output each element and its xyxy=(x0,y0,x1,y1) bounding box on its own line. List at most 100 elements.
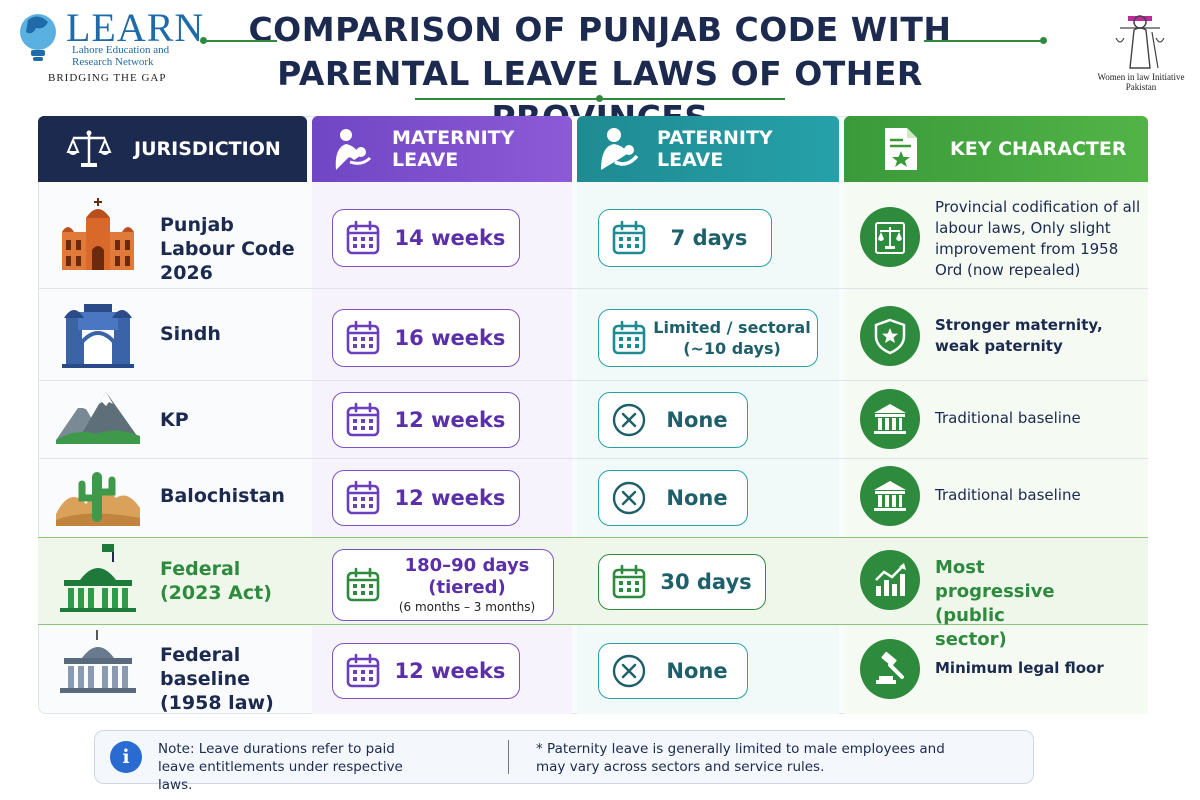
maternity-value: 180–90 days (tiered) (6 months – 3 month… xyxy=(381,555,553,615)
paternity-pill: None xyxy=(598,392,748,448)
paternity-pill: None xyxy=(598,470,748,526)
calendar-icon xyxy=(345,220,381,256)
paternity-pill: 7 days xyxy=(598,209,772,267)
calendar-icon xyxy=(345,402,381,438)
building-icon xyxy=(870,476,910,516)
x-circle-icon xyxy=(611,402,647,438)
title-divider-left xyxy=(205,40,277,42)
growth-chart-icon xyxy=(875,563,906,596)
gavel-icon xyxy=(876,651,904,684)
row-divider xyxy=(38,288,1148,289)
key-character-text: Most progressive (public sector) xyxy=(935,557,1055,650)
key-icon-circle xyxy=(860,639,920,699)
calendar-icon xyxy=(611,320,647,356)
footnote-separator xyxy=(508,740,509,774)
column-header-label: PATERNITY LEAVE xyxy=(657,127,773,171)
lightbulb-head-icon xyxy=(20,14,56,61)
row-divider xyxy=(38,458,1148,459)
maternity-pill: 12 weeks xyxy=(332,643,520,699)
title-underline-dot xyxy=(596,95,603,102)
paternity-value: None xyxy=(666,659,728,683)
column-header-maternity: MATERNITY LEAVE xyxy=(312,116,572,182)
column-header-label: JURISDICTION xyxy=(134,138,281,160)
key-icon-circle xyxy=(860,207,920,267)
document-star-icon xyxy=(878,126,924,172)
sindh-monument-icon xyxy=(56,298,140,368)
shield-star-icon xyxy=(874,318,906,355)
learn-logo-word: LEARN xyxy=(66,5,205,50)
row-divider xyxy=(38,380,1148,381)
paternity-pill: 30 days xyxy=(598,554,766,610)
balochistan-cactus-icon xyxy=(56,464,140,528)
key-character-text: Stronger maternity, weak paternity xyxy=(935,316,1103,355)
learn-logo-subtitle: Lahore Education and Research Network xyxy=(72,44,170,68)
title-divider-dot xyxy=(200,37,207,44)
maternity-column-bg xyxy=(312,182,572,714)
building-icon xyxy=(870,399,910,439)
column-header-label: KEY CHARACTER xyxy=(950,138,1127,160)
punjab-building-icon xyxy=(56,198,140,270)
title-line-1: COMPARISON OF PUNJAB CODE WITH xyxy=(248,10,952,49)
maternity-value-main: 180–90 days (tiered) xyxy=(404,555,530,598)
lady-justice-icon xyxy=(1115,15,1165,69)
calendar-icon xyxy=(345,480,381,516)
women-in-law-text: Women in law Initiative Pakistan xyxy=(1097,72,1185,92)
paternity-value: 30 days xyxy=(660,570,752,594)
maternity-value-sub: (6 months – 3 months) xyxy=(398,600,536,614)
scales-icon xyxy=(875,222,905,254)
paternity-pill: None xyxy=(598,643,748,699)
federal-parliament-icon xyxy=(56,542,140,612)
maternity-pill: 12 weeks xyxy=(332,392,520,448)
footnote-box xyxy=(94,730,1034,784)
jurisdiction-name: Sindh xyxy=(160,323,221,345)
key-character-text: Traditional baseline xyxy=(935,486,1081,504)
federal-baseline-building-icon xyxy=(56,628,140,693)
scales-icon xyxy=(66,126,112,172)
maternity-pill: 14 weeks xyxy=(332,209,520,267)
key-icon-circle xyxy=(860,389,920,449)
maternity-value: 12 weeks xyxy=(394,408,506,432)
maternity-value: 16 weeks xyxy=(394,326,506,350)
maternity-value: 14 weeks xyxy=(394,226,506,250)
paternity-value: None xyxy=(666,408,728,432)
key-character-text: Provincial codification of all labour la… xyxy=(935,198,1141,279)
maternity-pill: 180–90 days (tiered) (6 months – 3 month… xyxy=(332,549,554,621)
father-child-icon xyxy=(597,126,643,172)
calendar-icon xyxy=(611,564,647,600)
column-header-jurisdiction: JURISDICTION xyxy=(38,116,307,182)
key-icon-circle xyxy=(860,550,920,610)
title-divider-right xyxy=(924,40,1042,42)
key-character-text: Traditional baseline xyxy=(935,409,1081,427)
jurisdiction-name: Federal (2023 Act) xyxy=(160,558,272,604)
calendar-icon xyxy=(345,653,381,689)
women-in-law-logo xyxy=(1090,8,1190,100)
column-header-paternity: PATERNITY LEAVE xyxy=(577,116,839,182)
footnote-right: * Paternity leave is generally limited t… xyxy=(536,741,945,775)
footnote-left: Note: Leave durations refer to paid leav… xyxy=(158,741,403,793)
calendar-icon xyxy=(611,220,647,256)
highlighted-row-federal xyxy=(38,537,1148,625)
maternity-pill: 16 weeks xyxy=(332,309,520,367)
learn-logo xyxy=(14,8,214,94)
column-header-label: MATERNITY LEAVE xyxy=(392,127,515,171)
calendar-icon xyxy=(345,567,381,603)
maternity-pill: 12 weeks xyxy=(332,470,520,526)
paternity-column-bg xyxy=(577,182,839,714)
kp-mountains-icon xyxy=(56,388,140,452)
paternity-value: 7 days xyxy=(670,226,748,250)
maternity-value: 12 weeks xyxy=(394,486,506,510)
jurisdiction-name: KP xyxy=(160,409,189,431)
calendar-icon xyxy=(345,320,381,356)
column-header-key-character: KEY CHARACTER xyxy=(844,116,1148,182)
x-circle-icon xyxy=(611,653,647,689)
paternity-pill: Limited / sectoral (~10 days) xyxy=(598,309,818,367)
key-icon-circle xyxy=(860,466,920,526)
learn-logo-tagline: BRIDGING THE GAP xyxy=(48,72,167,84)
maternity-value: 12 weeks xyxy=(394,659,506,683)
key-icon-circle xyxy=(860,306,920,366)
jurisdiction-name: Punjab Labour Code 2026 xyxy=(160,214,295,284)
info-icon: i xyxy=(110,741,142,773)
paternity-value: None xyxy=(666,486,728,510)
x-circle-icon xyxy=(611,480,647,516)
mother-child-icon xyxy=(330,126,376,172)
